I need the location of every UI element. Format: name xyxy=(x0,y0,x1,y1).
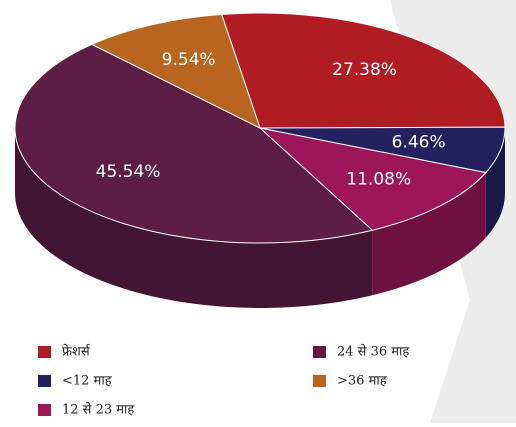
legend-swatch xyxy=(313,346,326,358)
data-label: 6.46% xyxy=(392,133,446,153)
legend-swatch xyxy=(313,375,326,387)
slice xyxy=(90,13,261,129)
slice-side xyxy=(15,128,373,308)
slice-side xyxy=(485,128,505,238)
legend-swatch xyxy=(38,404,51,416)
legend: फ्रेशर्स <12 माह 12 से 23 माह 24 से 36 माह >… xyxy=(38,344,410,418)
slice xyxy=(220,12,506,129)
pie: 27.38% 6.46% 11.08% 45.54% 9.54% xyxy=(14,12,506,308)
data-label: 45.54% xyxy=(96,162,161,182)
data-label: 9.54% xyxy=(162,50,216,70)
slice xyxy=(258,127,487,231)
data-label: 27.38% xyxy=(332,60,397,80)
legend-label: 24 से 36 माह xyxy=(337,344,410,360)
legend-label: 12 से 23 माह xyxy=(62,402,135,418)
legend-swatch xyxy=(38,375,51,387)
slice-side xyxy=(372,172,486,296)
legend-label: फ्रेशर्स xyxy=(62,344,91,360)
legend-label: <12 माह xyxy=(62,374,113,389)
data-label: 11.08% xyxy=(346,170,411,190)
legend-label: >36 माह xyxy=(337,374,388,389)
slice xyxy=(14,43,374,244)
legend-swatch xyxy=(38,346,51,358)
